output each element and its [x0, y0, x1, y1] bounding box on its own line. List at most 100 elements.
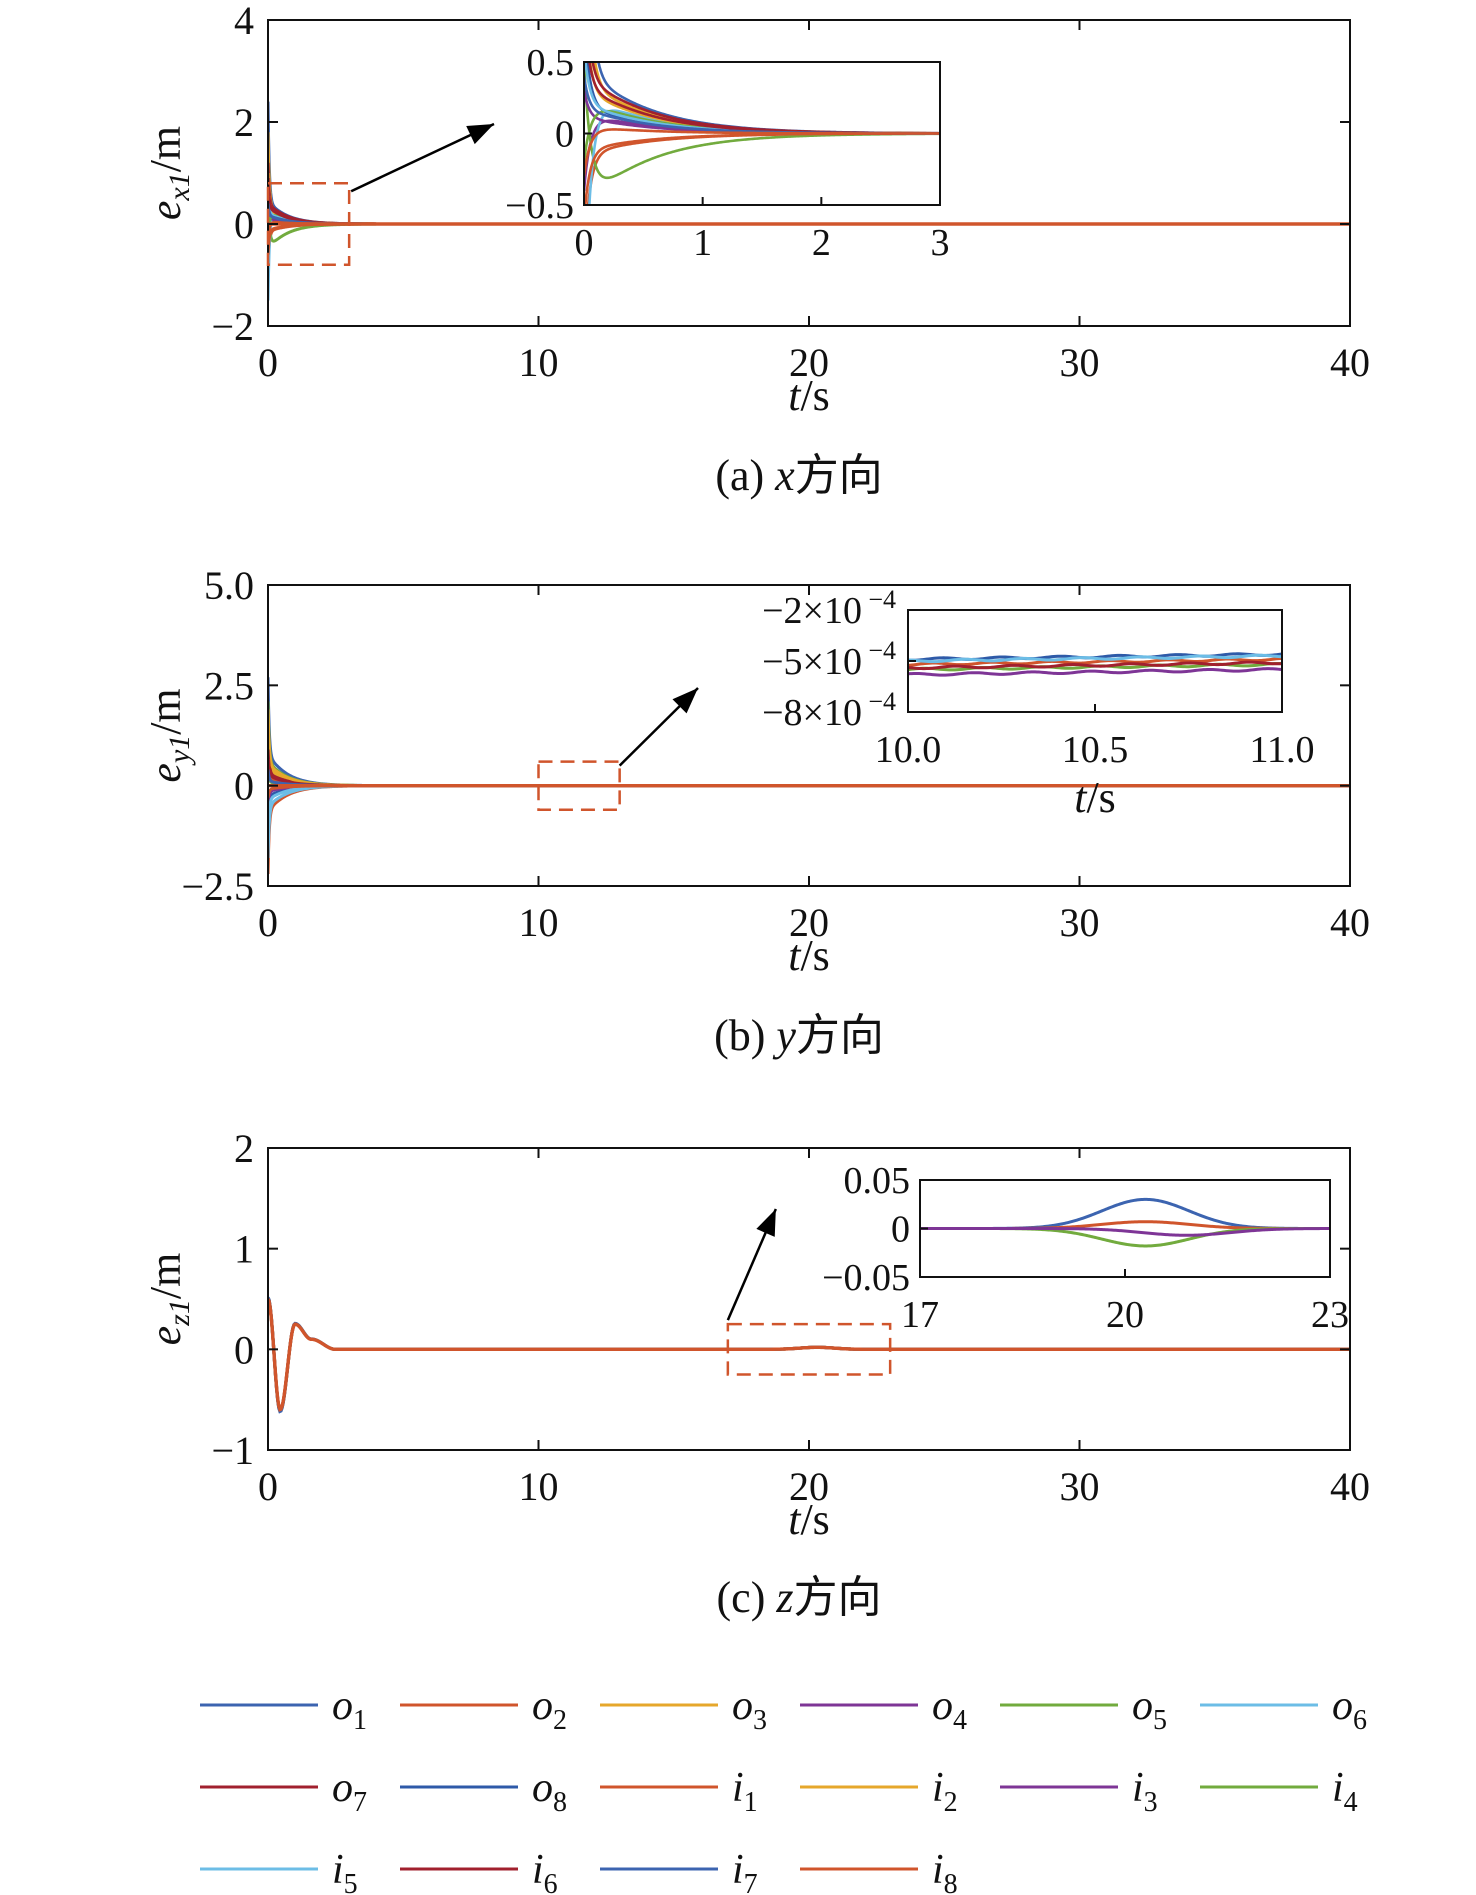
legend-item: i4 — [1200, 1765, 1358, 1818]
legend-item: o5 — [1000, 1683, 1167, 1736]
inset-series-line — [920, 1227, 1330, 1237]
x-tick-label: 40 — [1330, 1464, 1370, 1509]
x-tick-label: 10 — [519, 900, 559, 945]
x-axis-label: t/s — [788, 371, 830, 420]
legend-item: i1 — [600, 1765, 758, 1818]
legend-item: i2 — [800, 1765, 958, 1818]
x-tick-label: 30 — [1060, 900, 1100, 945]
legend-label: o7 — [332, 1765, 367, 1818]
series-line — [268, 784, 1350, 798]
inset-x-tick-label: 2 — [812, 222, 831, 264]
inset-x-tick-label: 11.0 — [1249, 729, 1314, 771]
panel-caption: (a) x方向 — [715, 451, 882, 500]
inset-y-tick-label: 0.5 — [527, 42, 575, 84]
inset-y-tick-label: 0 — [555, 114, 574, 156]
inset-x-tick-label: 23 — [1311, 1294, 1349, 1336]
x-tick-label: 30 — [1060, 1464, 1100, 1509]
legend-item: o4 — [800, 1683, 967, 1736]
inset-series-group — [584, 62, 940, 205]
legend-label: i5 — [332, 1847, 358, 1895]
legend-label: o1 — [332, 1683, 367, 1736]
inset-x-tick-label: 3 — [931, 222, 950, 264]
legend-label: o8 — [532, 1765, 567, 1818]
inset-y-tick-label: −2×10 — [762, 590, 862, 632]
legend-item: o7 — [200, 1765, 367, 1818]
inset-series-line — [908, 653, 1282, 664]
inset-series-line — [908, 656, 1282, 667]
series-line — [268, 741, 1350, 788]
legend-label: i7 — [732, 1847, 758, 1895]
inset-plot: 0 1 2 30.50−0.5 — [505, 42, 950, 264]
inset-x-tick-label: 17 — [901, 1294, 939, 1336]
series-group — [268, 101, 1350, 301]
y-tick-label: 0 — [234, 202, 254, 247]
legend-item: i7 — [600, 1847, 758, 1895]
series-line — [268, 749, 1350, 788]
series-line — [268, 1296, 1350, 1414]
series-line — [268, 208, 1350, 226]
series-line — [268, 761, 1350, 788]
y-axis-label: ex1/m — [141, 126, 196, 220]
inset-y-tick-label: −5×10 — [762, 641, 862, 683]
series-line — [268, 222, 1350, 255]
series-line — [268, 222, 1350, 270]
x-tick-label: 0 — [258, 900, 278, 945]
inset-x-tick-label: 10.5 — [1062, 729, 1129, 771]
legend-label: i3 — [1132, 1765, 1158, 1818]
y-tick-label: 2 — [234, 100, 254, 145]
x-tick-label: 10 — [519, 340, 559, 385]
zoom-box — [726, 1322, 892, 1376]
x-tick-label: 10 — [519, 1464, 559, 1509]
legend-label: i8 — [932, 1847, 958, 1895]
y-axis-label: ez1/m — [141, 1253, 196, 1346]
legend-label: i2 — [932, 1765, 958, 1818]
x-tick-label: 40 — [1330, 340, 1370, 385]
series-line — [268, 784, 1350, 822]
series-line — [268, 784, 1350, 806]
inset-plot: 10.0 10.5 11.0−2×10 −4−5×10 −4−8×10 −4t/s — [762, 585, 1314, 822]
legend-label: o4 — [932, 1683, 967, 1736]
y-tick-label: −2.5 — [181, 864, 254, 909]
legend-item: i3 — [1000, 1765, 1158, 1818]
y-tick-label: 1 — [234, 1227, 254, 1272]
inset-series-line — [908, 660, 1282, 671]
y-tick-label: 0 — [234, 1327, 254, 1372]
legend-label: i6 — [532, 1847, 558, 1895]
inset-x-tick-label: 20 — [1106, 1294, 1144, 1336]
legend: o1 o2 o3 o4 o5 o6 o7 o8 i1 i2 i3 i4 i5 i6 i7 i8 — [200, 1683, 1367, 1895]
legend-label: i4 — [1332, 1765, 1358, 1818]
legend-label: o3 — [732, 1683, 767, 1736]
legend-label: o2 — [532, 1683, 567, 1736]
zoom-arrow-head — [756, 1209, 776, 1237]
legend-label: i1 — [732, 1765, 758, 1818]
inset-series-line — [908, 667, 1282, 677]
legend-item: i8 — [800, 1847, 958, 1895]
inset-x-tick-label: 10.0 — [875, 729, 942, 771]
zoom-box — [266, 181, 351, 267]
inset-y-tick-exponent: −4 — [868, 687, 896, 716]
y-tick-label: −1 — [211, 1428, 254, 1473]
series-line — [268, 1297, 1350, 1413]
inset-y-tick-exponent: −4 — [868, 585, 896, 614]
zoom-arrow-head — [672, 688, 698, 714]
series-group — [268, 1296, 1350, 1414]
series-line — [268, 773, 1350, 788]
legend-item: i6 — [400, 1847, 558, 1895]
series-group — [268, 677, 1350, 874]
legend-item: o1 — [200, 1683, 367, 1736]
x-axis-label: t/s — [788, 1495, 830, 1544]
x-tick-label: 20 — [789, 900, 829, 945]
series-line — [268, 784, 1350, 858]
y-tick-label: 5.0 — [204, 563, 254, 608]
inset-x-tick-label: 1 — [693, 222, 712, 264]
x-tick-label: 40 — [1330, 900, 1370, 945]
legend-item: o2 — [400, 1683, 567, 1736]
inset-y-tick-label: −0.5 — [505, 185, 574, 227]
inset-y-tick-exponent: −4 — [868, 636, 896, 665]
y-tick-label: 2.5 — [204, 663, 254, 708]
series-line — [268, 784, 1350, 834]
inset-series-group — [920, 1197, 1330, 1248]
